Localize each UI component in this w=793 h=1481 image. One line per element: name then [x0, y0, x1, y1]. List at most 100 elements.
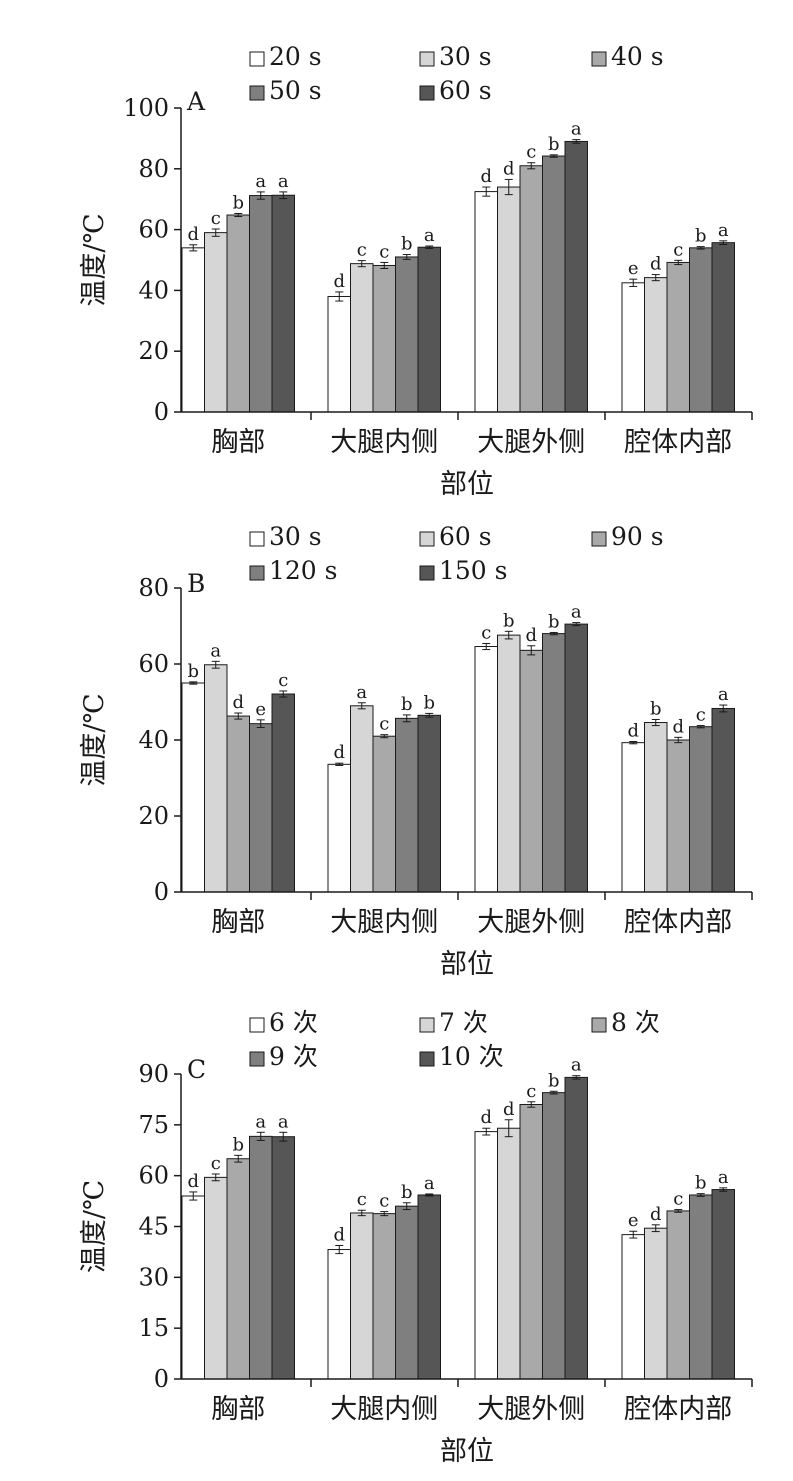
y-tick-label: 20 — [138, 337, 169, 365]
bar — [226, 715, 250, 893]
bar — [519, 1104, 543, 1380]
bar — [181, 682, 205, 893]
significance-letter: a — [210, 640, 221, 661]
significance-letter: d — [672, 716, 684, 737]
legend-label: 60 s — [439, 76, 492, 105]
bar — [372, 735, 396, 893]
significance-letter: c — [379, 1191, 389, 1212]
x-axis-title: 部位 — [440, 949, 494, 980]
bar — [542, 633, 566, 893]
significance-letter: d — [187, 1171, 199, 1192]
x-tick-label: 大腿内侧 — [330, 1394, 438, 1425]
legend-swatch — [419, 51, 435, 67]
y-tick-label: 20 — [138, 802, 169, 830]
significance-letter: d — [333, 742, 345, 763]
bar — [644, 277, 668, 413]
bar — [542, 1092, 566, 1380]
legend-swatch — [591, 531, 607, 547]
legend-label: 30 s — [269, 522, 322, 551]
legend-swatch — [249, 565, 265, 581]
significance-letter: d — [650, 1204, 662, 1225]
legend-label: 120 s — [269, 556, 338, 585]
significance-letter: a — [424, 1173, 435, 1194]
legend-swatch — [419, 531, 435, 547]
x-tick-label: 胸部 — [211, 427, 265, 458]
x-tick-label: 胸部 — [211, 907, 265, 938]
panel-label: B — [187, 569, 205, 598]
significance-letter: a — [255, 171, 266, 192]
bar — [497, 186, 521, 413]
bar — [271, 1136, 295, 1380]
legend: 20 s 30 s 40 s 50 s 60 s — [249, 42, 664, 105]
significance-letter: e — [628, 1210, 639, 1231]
bar — [395, 256, 419, 413]
bar — [417, 714, 441, 893]
bar — [350, 263, 374, 413]
y-tick-label: 60 — [138, 216, 169, 244]
bar — [519, 649, 543, 893]
bar — [689, 247, 713, 413]
significance-letter: b — [650, 698, 662, 719]
y-tick-label: 0 — [154, 398, 169, 426]
legend-label: 30 s — [439, 42, 492, 71]
significance-letter: c — [481, 622, 491, 643]
significance-letter: a — [718, 220, 729, 241]
significance-letter: b — [401, 694, 413, 715]
bar — [395, 1205, 419, 1380]
legend-swatch — [419, 1051, 435, 1067]
y-axis-title: 温度/℃ — [79, 693, 110, 786]
legend-swatch — [419, 565, 435, 581]
bar — [372, 1213, 396, 1380]
bar — [204, 1176, 228, 1380]
x-tick-label: 大腿内侧 — [330, 427, 438, 458]
legend-label: 20 s — [269, 42, 322, 71]
legend-swatch — [249, 51, 265, 67]
bar — [327, 295, 351, 413]
bar — [226, 214, 250, 413]
significance-letter: c — [357, 1189, 367, 1210]
bar — [621, 282, 645, 413]
y-tick-label: 75 — [138, 1111, 169, 1139]
legend-swatch — [419, 1017, 435, 1033]
significance-letter: c — [211, 1153, 221, 1174]
bar — [249, 1135, 273, 1380]
significance-letter: b — [401, 1182, 413, 1203]
significance-letter: a — [424, 225, 435, 246]
bar — [689, 1194, 713, 1380]
significance-letter: c — [357, 240, 367, 261]
significance-letter: b — [232, 192, 244, 213]
bar — [497, 634, 521, 893]
x-tick-label: 大腿外侧 — [477, 1394, 585, 1425]
y-tick-label: 40 — [138, 276, 169, 304]
significance-letter: d — [480, 166, 492, 187]
significance-letter: a — [571, 602, 582, 623]
bar — [271, 693, 295, 893]
bar — [564, 140, 588, 413]
bar — [711, 242, 735, 413]
significance-letter: a — [356, 682, 367, 703]
bar — [350, 1212, 374, 1380]
significance-letter: c — [379, 714, 389, 735]
panel-label: A — [186, 87, 206, 116]
significance-letter: b — [423, 692, 435, 713]
panel-label: C — [187, 1055, 206, 1084]
bar — [417, 1194, 441, 1380]
bar — [621, 1234, 645, 1380]
bar — [644, 1227, 668, 1380]
legend-label: 50 s — [269, 76, 322, 105]
bar — [621, 742, 645, 893]
bar — [372, 264, 396, 413]
significance-letter: b — [695, 226, 707, 247]
significance-letter: a — [571, 119, 582, 140]
bar — [271, 194, 295, 413]
legend-swatch — [419, 85, 435, 101]
significance-letter: d — [187, 224, 199, 245]
significance-letter: a — [718, 1167, 729, 1188]
bar — [327, 763, 351, 893]
significance-letter: d — [627, 721, 639, 742]
legend-swatch — [591, 1017, 607, 1033]
bar — [249, 723, 273, 893]
legend-label: 60 s — [439, 522, 492, 551]
x-tick-label: 腔体内部 — [624, 1394, 732, 1425]
